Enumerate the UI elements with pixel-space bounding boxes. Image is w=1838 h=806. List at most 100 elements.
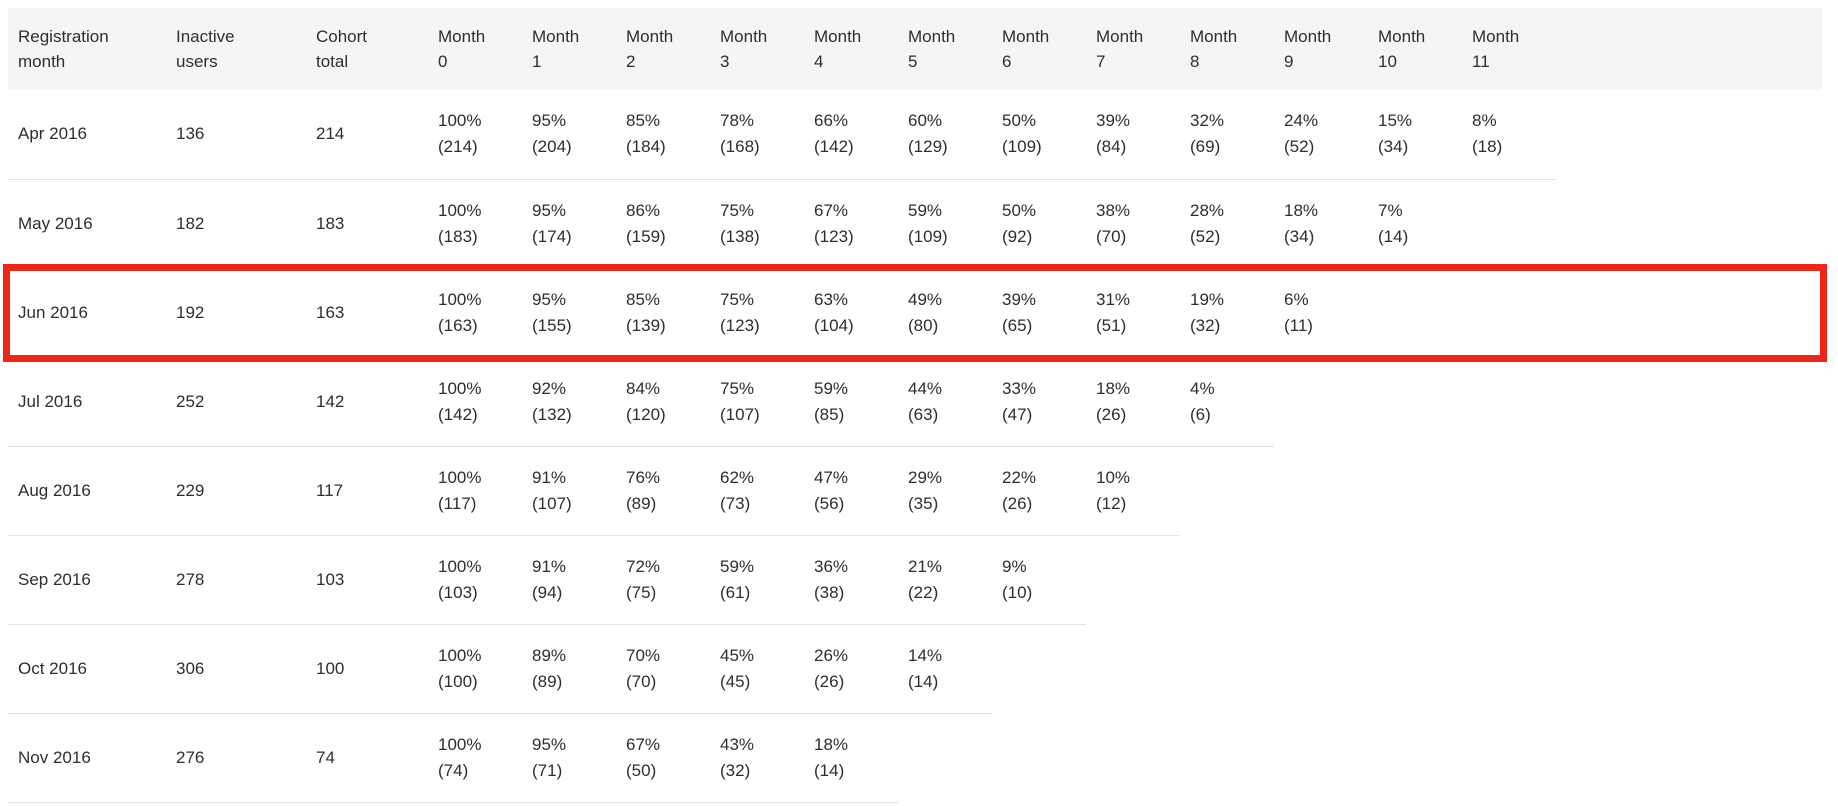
retention-percent: 78%: [720, 111, 755, 131]
retention-count: (214): [438, 137, 478, 157]
retention-count: (11): [1284, 315, 1313, 335]
retention-percent: 39%: [1096, 111, 1131, 131]
cohort-row-jul-2016: Jul 2016 252 142 100% (142) 92% (132) 84% (120) 7…: [8, 357, 1822, 447]
inactive-users-cell: 136: [166, 90, 306, 180]
retention-cell-month-3: 75% (138): [710, 179, 804, 269]
retention-count: (129): [908, 137, 948, 157]
retention-cell-month-2: 86% (159): [616, 179, 710, 269]
empty-cell: [1086, 713, 1180, 802]
retention-cell-month-0: 100% (117): [428, 446, 522, 536]
empty-cell: [1274, 624, 1368, 713]
retention-count: (22): [908, 582, 939, 602]
column-header-label: Month 5: [908, 27, 956, 71]
retention-cell-month-3: 45% (45): [710, 624, 804, 714]
column-header-month-10: Month 10: [1368, 8, 1462, 90]
retention-count: (32): [720, 760, 751, 780]
column-header-month-8: Month 8: [1180, 8, 1274, 90]
empty-cell: [1462, 446, 1556, 535]
retention-count: (89): [626, 493, 657, 513]
retention-cell-month-8: 28% (52): [1180, 179, 1274, 269]
row-filler: [1556, 624, 1822, 713]
retention-cell-month-7: 31% (51): [1086, 268, 1180, 358]
retention-percent: 67%: [814, 200, 849, 220]
retention-count: (65): [1002, 315, 1033, 335]
retention-percent: 75%: [720, 289, 755, 309]
empty-cell: [1086, 624, 1180, 713]
row-filler: [1556, 90, 1822, 179]
empty-cell: [1274, 535, 1368, 624]
row-filler: [1556, 357, 1822, 446]
retention-percent: 95%: [532, 289, 567, 309]
retention-cell-month-5: 59% (109): [898, 179, 992, 269]
retention-cell-month-7: 39% (84): [1086, 90, 1180, 180]
retention-count: (32): [1190, 315, 1221, 335]
retention-cell-month-6: 22% (26): [992, 446, 1086, 536]
retention-count: (14): [908, 671, 939, 691]
retention-count: (204): [532, 137, 572, 157]
retention-count: (52): [1284, 137, 1315, 157]
retention-count: (100): [438, 671, 478, 691]
column-header-label: Cohort total: [316, 27, 368, 71]
empty-cell: [1462, 713, 1556, 802]
retention-percent: 91%: [532, 467, 567, 487]
retention-count: (56): [814, 493, 845, 513]
inactive-users-cell: 306: [166, 624, 306, 714]
cohort-row-jun-2016: Jun 2016 192 163 100% (163) 95% (155) 85% (139) 7…: [8, 268, 1822, 358]
retention-percent: 49%: [908, 289, 943, 309]
retention-cell-month-6: 33% (47): [992, 357, 1086, 447]
retention-percent: 95%: [532, 200, 567, 220]
retention-cell-month-5: 60% (129): [898, 90, 992, 180]
retention-percent: 19%: [1190, 289, 1225, 309]
retention-count: (138): [720, 226, 760, 246]
inactive-users-cell: 278: [166, 535, 306, 625]
retention-cell-month-3: 62% (73): [710, 446, 804, 536]
retention-percent: 33%: [1002, 378, 1037, 398]
retention-cell-month-1: 95% (204): [522, 90, 616, 180]
retention-cell-month-3: 59% (61): [710, 535, 804, 625]
retention-percent: 89%: [532, 645, 567, 665]
cohort-total-cell: 214: [306, 90, 428, 180]
column-header-cohort-total: Cohort total: [306, 8, 428, 90]
retention-cell-month-0: 100% (163): [428, 268, 522, 358]
column-header-month-11: Month 11: [1462, 8, 1556, 90]
column-header-month-9: Month 9: [1274, 8, 1368, 90]
empty-cell: [992, 624, 1086, 713]
column-header-label: Month 2: [626, 27, 674, 71]
retention-cell-month-9: 6% (11): [1274, 268, 1368, 358]
retention-cell-month-2: 76% (89): [616, 446, 710, 536]
retention-count: (26): [1096, 404, 1127, 424]
retention-count: (92): [1002, 226, 1033, 246]
retention-percent: 47%: [814, 467, 849, 487]
column-header-inactive-users: Inactive users: [166, 8, 306, 90]
retention-percent: 26%: [814, 645, 849, 665]
retention-percent: 100%: [438, 111, 482, 131]
retention-cell-month-0: 100% (100): [428, 624, 522, 714]
retention-count: (70): [626, 671, 657, 691]
retention-count: (26): [814, 671, 845, 691]
retention-percent: 100%: [438, 645, 482, 665]
retention-cell-month-0: 100% (142): [428, 357, 522, 447]
retention-percent: 9%: [1002, 556, 1027, 576]
retention-count: (84): [1096, 137, 1127, 157]
column-header-label: Inactive users: [176, 27, 235, 71]
retention-percent: 6%: [1284, 289, 1309, 309]
retention-cell-month-4: 18% (14): [804, 713, 898, 803]
empty-cell: [1180, 713, 1274, 802]
registration-month-cell: May 2016: [8, 179, 166, 269]
retention-cell-month-2: 67% (50): [616, 713, 710, 803]
retention-cell-month-0: 100% (74): [428, 713, 522, 803]
empty-cell: [1462, 624, 1556, 713]
cohort-total-cell: 117: [306, 446, 428, 536]
retention-count: (132): [532, 404, 572, 424]
retention-percent: 14%: [908, 645, 943, 665]
retention-count: (34): [1284, 226, 1315, 246]
column-header-label: Registration month: [18, 27, 109, 71]
empty-cell: [1180, 624, 1274, 713]
column-header-month-1: Month 1: [522, 8, 616, 90]
retention-cell-month-7: 10% (12): [1086, 446, 1180, 536]
column-header-month-6: Month 6: [992, 8, 1086, 90]
retention-cell-month-3: 78% (168): [710, 90, 804, 180]
retention-count: (89): [532, 671, 563, 691]
retention-count: (18): [1472, 137, 1503, 157]
empty-cell: [1180, 446, 1274, 535]
